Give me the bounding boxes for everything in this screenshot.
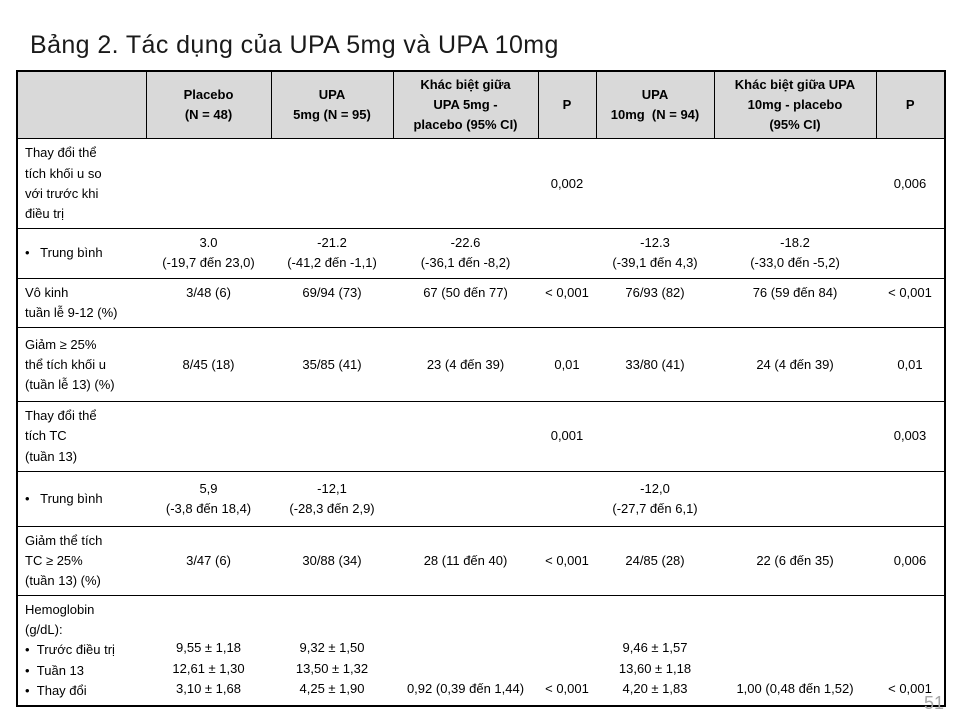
table-cell: < 0,001: [538, 595, 596, 707]
page-number: 51: [923, 693, 944, 713]
row-label: Thay đổi thể tích khối u so với trước kh…: [17, 138, 146, 229]
table-cell: 9,55 ± 1,18 12,61 ± 1,30 3,10 ± 1,68: [146, 595, 271, 707]
table-cell: < 0,001: [538, 525, 596, 597]
table-cell: 22 (6 đến 35): [714, 525, 876, 597]
table-cell: 24/85 (28): [596, 525, 714, 597]
page-title: Bảng 2. Tác dụng của UPA 5mg và UPA 10mg: [30, 30, 559, 59]
table-cell: < 0,001: [876, 595, 945, 707]
table-cell: [271, 138, 393, 229]
row-label: Thay đổi thể tích TC (tuần 13): [17, 401, 146, 472]
table-cell: [596, 401, 714, 472]
column-header: Placebo (N = 48): [145, 70, 272, 140]
table-cell: [876, 470, 945, 527]
column-header: Khác biệt giữa UPA 5mg - placebo (95% CI…: [392, 70, 539, 140]
table-cell: -12,0 (-27,7 đến 6,1): [596, 470, 714, 527]
table-cell: [271, 401, 393, 472]
table-row: • Trung bình 3.0 (-19,7 đến 23,0) -21.2 (-…: [17, 227, 945, 279]
table-cell: -12,1 (-28,3 đến 2,9): [271, 470, 393, 527]
column-header: Khác biệt giữa UPA 10mg - placebo (95% C…: [713, 70, 877, 140]
row-label: • Trung bình: [17, 470, 146, 527]
table-cell: [393, 401, 538, 472]
row-label: Hemoglobin (g/dL): • Trước điều trị • Tu…: [17, 595, 146, 707]
table-cell: 5,9 (-3,8 đến 18,4): [146, 470, 271, 527]
table-cell: -21.2 (-41,2 đến -1,1): [271, 227, 393, 279]
table-cell: < 0,001: [876, 277, 945, 329]
table-header-row: Placebo (N = 48) UPA 5mg (N = 95) Khác biệ…: [16, 70, 946, 140]
table-cell: -22.6 (-36,1 đến -8,2): [393, 227, 538, 279]
row-label: Giảm ≥ 25% thể tích khối u (tuần lễ 13) …: [17, 327, 146, 403]
table-cell: 8/45 (18): [146, 327, 271, 403]
table-cell: < 0,001: [538, 277, 596, 329]
table-cell: [538, 227, 596, 279]
table-cell: 0,01: [876, 327, 945, 403]
table-cell: 3/48 (6): [146, 277, 271, 329]
table-cell: 30/88 (34): [271, 525, 393, 597]
table-cell: [596, 138, 714, 229]
results-table: Placebo (N = 48) UPA 5mg (N = 95) Khác biệ…: [16, 70, 946, 707]
table-cell: [714, 401, 876, 472]
table-row: Giảm ≥ 25% thể tích khối u (tuần lễ 13) …: [17, 327, 945, 403]
table-cell: 76/93 (82): [596, 277, 714, 329]
table-cell: 1,00 (0,48 đến 1,52): [714, 595, 876, 707]
table-cell: 0,002: [538, 138, 596, 229]
table-cell: 35/85 (41): [271, 327, 393, 403]
table-cell: 0,006: [876, 138, 945, 229]
table-cell: [393, 138, 538, 229]
table-cell: 33/80 (41): [596, 327, 714, 403]
table-cell: 28 (11 đến 40): [393, 525, 538, 597]
table-cell: 0,01: [538, 327, 596, 403]
table-cell: [146, 138, 271, 229]
column-header: UPA 10mg (N = 94): [595, 70, 715, 140]
row-label-header: [16, 70, 147, 140]
row-label: Vô kinh tuần lễ 9-12 (%): [17, 277, 146, 329]
column-header: P: [875, 70, 946, 140]
table-body: Thay đổi thể tích khối u so với trước kh…: [17, 138, 945, 707]
table-cell: [876, 227, 945, 279]
row-label: Giảm thể tích TC ≥ 25% (tuần 13) (%): [17, 525, 146, 597]
table-cell: [146, 401, 271, 472]
table-cell: 23 (4 đến 39): [393, 327, 538, 403]
table-cell: 9,32 ± 1,50 13,50 ± 1,32 4,25 ± 1,90: [271, 595, 393, 707]
table-cell: [714, 470, 876, 527]
table-cell: 0,006: [876, 525, 945, 597]
table-cell: [393, 470, 538, 527]
results-table-container: Placebo (N = 48) UPA 5mg (N = 95) Khác biệ…: [16, 70, 946, 707]
table-cell: 69/94 (73): [271, 277, 393, 329]
table-cell: 76 (59 đến 84): [714, 277, 876, 329]
table-cell: 9,46 ± 1,57 13,60 ± 1,18 4,20 ± 1,83: [596, 595, 714, 707]
table-cell: -18.2 (-33,0 đến -5,2): [714, 227, 876, 279]
table-row: Vô kinh tuần lễ 9-12 (%) 3/48 (6) 69/94 (7…: [17, 277, 945, 329]
table-cell: -12.3 (-39,1 đến 4,3): [596, 227, 714, 279]
table-row: Giảm thể tích TC ≥ 25% (tuần 13) (%) 3/47…: [17, 525, 945, 597]
table-row: Thay đổi thể tích TC (tuần 13) 0,001 0,003: [17, 401, 945, 472]
table-cell: [714, 138, 876, 229]
table-row: Hemoglobin (g/dL): • Trước điều trị • Tu…: [17, 595, 945, 707]
table-row: Thay đổi thể tích khối u so với trước kh…: [17, 138, 945, 229]
table-cell: 3/47 (6): [146, 525, 271, 597]
column-header: UPA 5mg (N = 95): [270, 70, 394, 140]
table-row: • Trung bình 5,9 (-3,8 đến 18,4) -12,1 (-2…: [17, 470, 945, 527]
row-label: • Trung bình: [17, 227, 146, 279]
table-cell: 24 (4 đến 39): [714, 327, 876, 403]
table-cell: 0,92 (0,39 đến 1,44): [393, 595, 538, 707]
table-cell: 3.0 (-19,7 đến 23,0): [146, 227, 271, 279]
column-header: P: [537, 70, 597, 140]
table-cell: 0,003: [876, 401, 945, 472]
table-cell: [538, 470, 596, 527]
table-cell: 67 (50 đến 77): [393, 277, 538, 329]
table-cell: 0,001: [538, 401, 596, 472]
